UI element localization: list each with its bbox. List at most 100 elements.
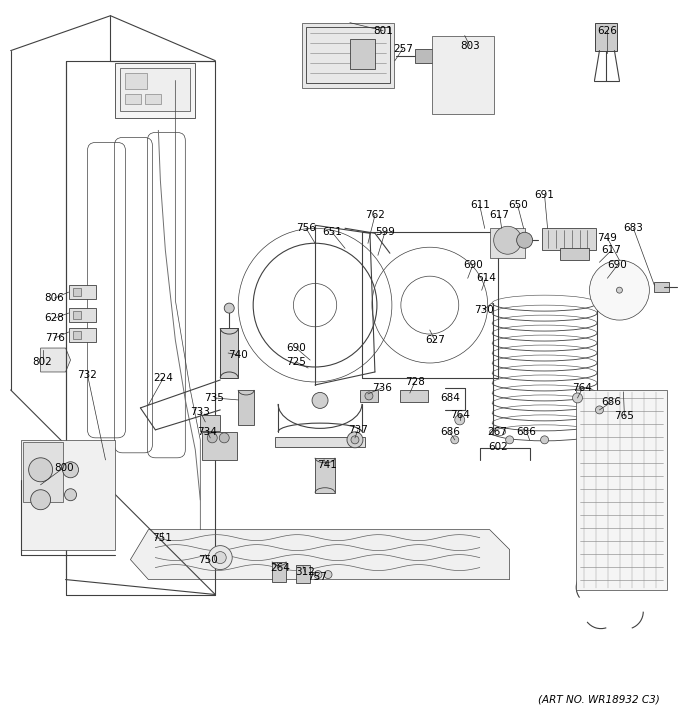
Text: 683: 683: [624, 223, 643, 233]
FancyBboxPatch shape: [457, 40, 473, 104]
Text: 750: 750: [199, 555, 218, 565]
Text: 801: 801: [373, 25, 393, 36]
Circle shape: [253, 244, 377, 367]
Bar: [350, 38, 375, 69]
Text: 224: 224: [154, 373, 173, 383]
Text: 690: 690: [607, 260, 628, 270]
Text: 764: 764: [449, 410, 470, 420]
Bar: [73, 288, 80, 296]
Text: 651: 651: [322, 227, 342, 237]
Circle shape: [208, 546, 233, 570]
Text: 728: 728: [405, 377, 425, 387]
Circle shape: [451, 436, 459, 444]
Bar: [432, 36, 494, 114]
Circle shape: [541, 436, 549, 444]
Bar: [202, 432, 237, 460]
Bar: [69, 308, 97, 322]
Circle shape: [29, 457, 52, 481]
Bar: [201, 415, 220, 431]
Text: 735: 735: [204, 393, 224, 403]
Circle shape: [207, 433, 217, 443]
Polygon shape: [131, 530, 509, 579]
Circle shape: [63, 462, 78, 478]
Text: 806: 806: [45, 293, 65, 303]
Circle shape: [324, 571, 332, 579]
Text: 602: 602: [488, 442, 507, 452]
Bar: [275, 437, 365, 447]
Circle shape: [365, 392, 373, 400]
Text: 614: 614: [476, 273, 496, 283]
Circle shape: [573, 393, 583, 403]
Bar: [272, 562, 286, 581]
Text: 757: 757: [307, 571, 327, 581]
Text: 617: 617: [490, 210, 509, 220]
Text: 741: 741: [317, 460, 337, 470]
Bar: [69, 285, 97, 299]
Circle shape: [455, 415, 464, 425]
Text: 312: 312: [295, 566, 315, 576]
Text: 267: 267: [488, 427, 507, 437]
Bar: [560, 248, 590, 260]
FancyBboxPatch shape: [442, 40, 458, 104]
Bar: [302, 22, 394, 88]
Bar: [20, 440, 116, 550]
Text: 686: 686: [517, 427, 537, 437]
Bar: [22, 442, 63, 502]
Bar: [596, 22, 617, 51]
Text: 725: 725: [286, 357, 306, 367]
Bar: [541, 228, 596, 250]
Text: (ART NO. WR18932 C3): (ART NO. WR18932 C3): [538, 695, 660, 704]
Text: 627: 627: [425, 335, 445, 345]
Bar: [400, 390, 428, 402]
Text: 802: 802: [33, 357, 52, 367]
Text: 650: 650: [508, 200, 528, 210]
Circle shape: [293, 283, 337, 327]
Circle shape: [351, 436, 359, 444]
Circle shape: [617, 287, 622, 293]
Bar: [73, 311, 80, 319]
Text: 800: 800: [54, 463, 73, 473]
Text: 686: 686: [602, 397, 622, 407]
Text: 734: 734: [197, 427, 217, 437]
Circle shape: [314, 571, 322, 579]
Text: 736: 736: [372, 383, 392, 393]
Circle shape: [224, 303, 234, 313]
Text: 626: 626: [598, 25, 617, 36]
Bar: [415, 49, 432, 62]
Circle shape: [596, 406, 603, 414]
Text: 264: 264: [270, 563, 290, 573]
Bar: [575, 390, 667, 589]
Bar: [73, 331, 80, 339]
Circle shape: [312, 392, 328, 408]
Bar: [490, 228, 525, 258]
Bar: [69, 328, 97, 342]
Text: 611: 611: [470, 200, 490, 210]
Text: 737: 737: [348, 425, 368, 435]
Text: 776: 776: [45, 333, 65, 343]
Text: 617: 617: [602, 245, 622, 255]
Bar: [306, 27, 390, 83]
Bar: [238, 390, 254, 425]
Text: 690: 690: [463, 260, 483, 270]
Text: 684: 684: [440, 393, 460, 403]
Circle shape: [494, 226, 522, 254]
Circle shape: [517, 232, 532, 248]
Text: 803: 803: [460, 41, 479, 51]
Circle shape: [31, 490, 50, 510]
Text: 733: 733: [190, 407, 210, 417]
Text: 257: 257: [393, 44, 413, 54]
Circle shape: [590, 260, 649, 320]
Text: 691: 691: [534, 191, 554, 200]
Circle shape: [65, 489, 77, 501]
Bar: [146, 94, 161, 104]
Text: 740: 740: [228, 350, 248, 360]
Text: 765: 765: [615, 411, 634, 421]
Text: 599: 599: [375, 227, 395, 237]
Bar: [296, 565, 310, 583]
Bar: [125, 94, 141, 104]
Bar: [315, 457, 335, 493]
Bar: [654, 282, 669, 292]
Text: 686: 686: [440, 427, 460, 437]
Circle shape: [219, 433, 229, 443]
Text: 764: 764: [573, 383, 592, 393]
